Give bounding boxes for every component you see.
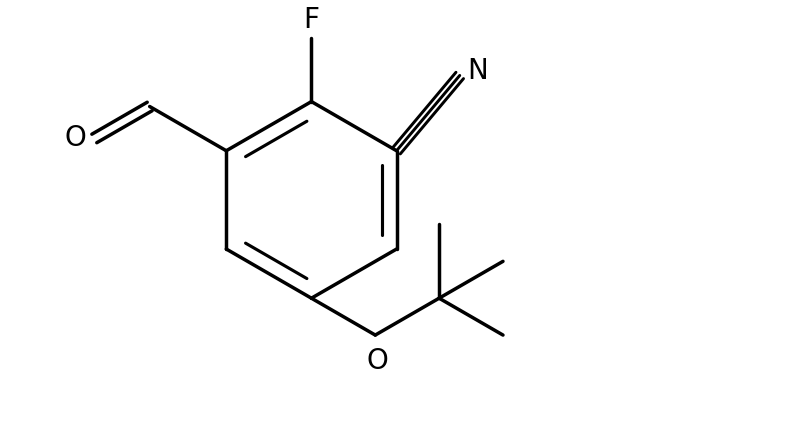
Text: O: O	[366, 347, 388, 375]
Text: N: N	[467, 58, 489, 86]
Text: F: F	[303, 6, 319, 34]
Text: O: O	[65, 124, 87, 153]
